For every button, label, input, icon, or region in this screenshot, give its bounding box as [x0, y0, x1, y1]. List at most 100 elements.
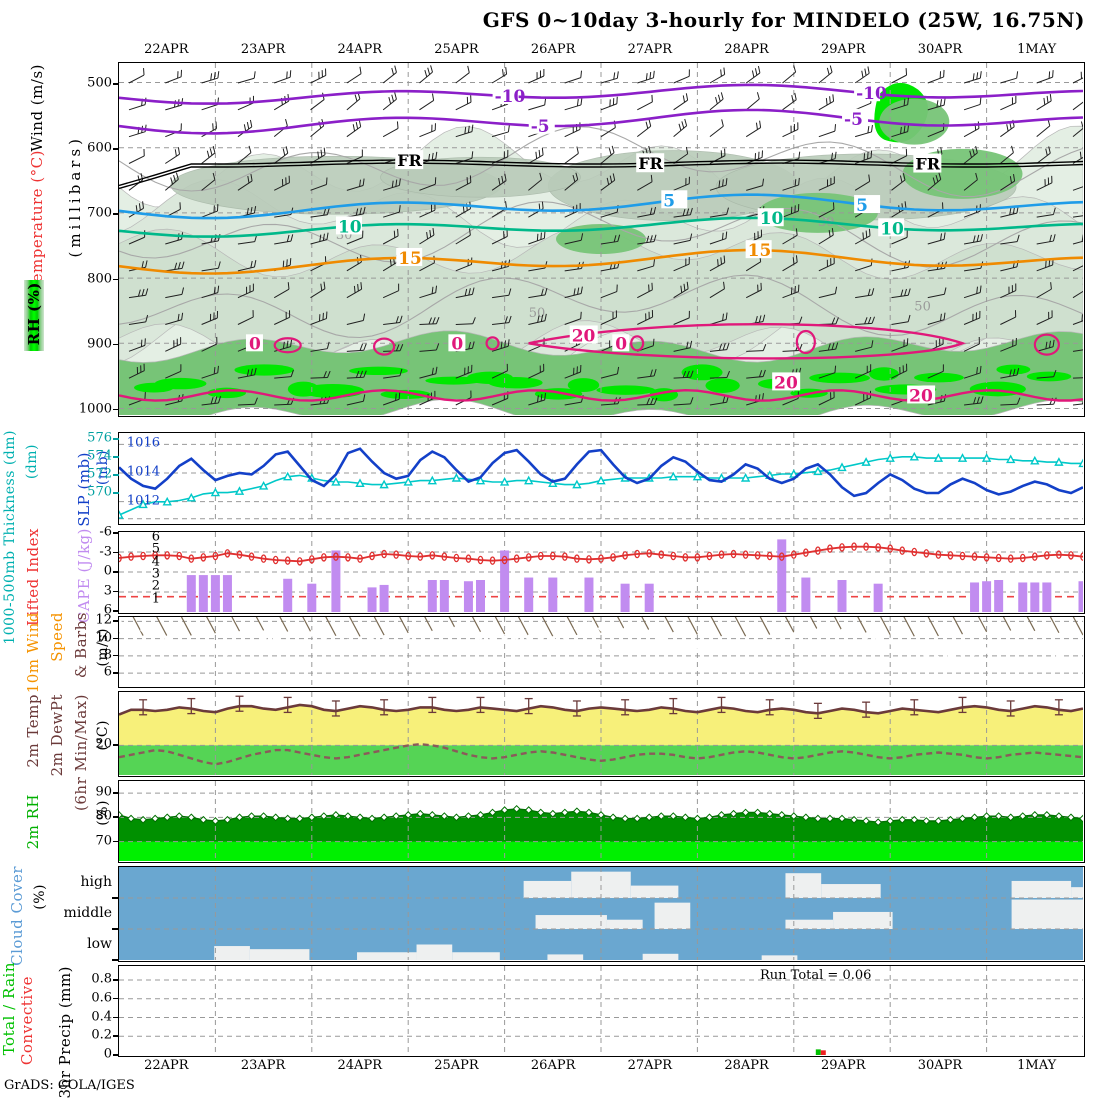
svg-text:5: 5	[663, 191, 675, 211]
precip-plot	[119, 966, 1083, 1055]
date-label: 27APR	[627, 1058, 673, 1073]
y-tick-label: 5	[151, 541, 160, 557]
upper-air-panel[interactable]: 30 30 50 50 -10 -10 -5 -5 FR FR FR 5 5 10 10 10 15 15 20 20…	[118, 62, 1085, 417]
date-label: 30APR	[917, 1058, 963, 1073]
y-tick-mark	[113, 979, 119, 981]
precip-convective-label: Convective	[18, 976, 36, 1066]
y-tick-mark	[113, 637, 119, 640]
y-tick-mark	[113, 474, 119, 476]
y-tick-mark	[113, 213, 119, 215]
svg-text:50: 50	[914, 300, 931, 315]
date-label: 24APR	[337, 1058, 382, 1073]
minmax-label: (6hr Min/Max)	[72, 694, 90, 811]
lifted-index-cape-panel[interactable]	[118, 531, 1085, 614]
cape-label: CAPE (J/kg)	[75, 528, 93, 624]
y-tick-label: 6	[151, 529, 160, 545]
svg-text:-5: -5	[844, 110, 863, 130]
y-tick-label: 4	[151, 554, 160, 570]
slp-plot	[119, 433, 1083, 523]
cloud-band-label: high	[80, 873, 112, 890]
y-tick-label: 10	[95, 630, 112, 646]
svg-text:0: 0	[249, 334, 261, 354]
date-label: 27APR	[627, 42, 673, 57]
y-tick-label: 0.2	[91, 1027, 112, 1043]
y-tick-label: 900	[87, 336, 112, 352]
y-tick-label: 576	[87, 430, 112, 446]
dewpt-2m-label: 2m DewPt	[48, 694, 66, 777]
y-tick-mark	[113, 1035, 119, 1037]
date-label: 1MAY	[1017, 1058, 1057, 1073]
thickness-units-label: (dm)	[24, 444, 40, 480]
svg-text:5: 5	[856, 196, 868, 216]
y-tick-label: 1000	[78, 401, 112, 417]
svg-text:FR: FR	[397, 151, 422, 170]
y-tick-mark	[112, 897, 118, 899]
precip-panel[interactable]	[118, 965, 1085, 1057]
date-label: 29APR	[821, 1058, 866, 1073]
y-tick-mark	[113, 654, 119, 657]
upper-wind-label: Wind (m/s)	[28, 64, 46, 152]
temp-dewpt-panel[interactable]	[118, 691, 1085, 777]
y-tick-mark	[113, 744, 119, 746]
date-label: 29APR	[821, 42, 866, 57]
y-tick-mark	[113, 551, 119, 553]
wind-10m-label2: Speed	[48, 612, 66, 662]
run-total-text: Run Total = 0.06	[760, 968, 872, 983]
date-label: 23APR	[240, 42, 286, 57]
y-tick-mark	[112, 959, 118, 961]
date-label: 26APR	[530, 1058, 576, 1073]
svg-text:-10: -10	[856, 84, 887, 104]
date-label: 26APR	[530, 42, 576, 57]
page-title: GFS 0~10day 3-hourly for MINDELO (25W, 1…	[482, 8, 1085, 32]
y-tick-label: 1012	[126, 493, 160, 509]
y-tick-mark	[113, 492, 119, 494]
wind-10m-label3: & Barbs	[72, 612, 90, 679]
slp-thickness-panel[interactable]	[118, 432, 1085, 525]
y-tick-label: 0	[103, 563, 112, 579]
date-label: 23APR	[240, 1058, 286, 1073]
thickness-label: 1000-500mb Thickness (dm)	[2, 430, 18, 645]
y-tick-label: 6	[103, 664, 112, 680]
y-tick-mark	[113, 532, 119, 534]
y-tick-label: 600	[87, 140, 112, 156]
upper-yaxis-label: (millibars)	[66, 135, 84, 258]
date-label: 22APR	[144, 1058, 189, 1073]
y-tick-label: 2	[151, 578, 160, 594]
date-label: 28APR	[724, 42, 769, 57]
y-tick-label: 570	[87, 484, 112, 500]
y-tick-mark	[113, 571, 119, 573]
y-tick-mark	[113, 456, 119, 458]
y-tick-mark	[113, 816, 119, 818]
y-tick-label: -6	[99, 524, 112, 540]
y-tick-mark	[113, 840, 119, 843]
rh-2m-plot	[119, 781, 1083, 861]
y-tick-mark	[113, 148, 119, 150]
y-tick-label: 700	[87, 205, 112, 221]
rh-2m-panel[interactable]	[118, 780, 1085, 863]
wind-10m-plot	[119, 617, 1083, 686]
y-tick-label: 6	[103, 602, 112, 618]
bottom-date-axis: 22APR 23APR 24APR 25APR 26APR 27APR 28APR 29APR…	[0, 1058, 1100, 1076]
y-tick-label: 0	[103, 1046, 112, 1062]
svg-text:FR: FR	[638, 154, 663, 173]
y-tick-label: 90	[95, 784, 112, 800]
y-tick-label: 572	[87, 466, 112, 482]
y-tick-mark	[113, 1054, 119, 1056]
y-tick-label: 0.8	[91, 971, 112, 987]
y-tick-label: 1	[151, 591, 160, 607]
svg-text:-5: -5	[531, 117, 550, 137]
cloud-cover-plot	[119, 867, 1083, 960]
y-tick-label: 574	[87, 448, 112, 464]
cloud-cover-panel[interactable]	[118, 866, 1085, 962]
y-tick-mark	[113, 438, 119, 440]
svg-text:20: 20	[909, 386, 933, 406]
top-date-axis: 22APR 23APR 24APR 25APR 26APR 27APR 28APR 29APR…	[0, 42, 1100, 60]
wind-10m-panel[interactable]	[118, 616, 1085, 688]
temp-2m-label: 2m Temp	[24, 694, 42, 768]
date-label: 30APR	[917, 42, 963, 57]
svg-text:-10: -10	[495, 87, 526, 107]
date-label: 1MAY	[1017, 42, 1057, 57]
y-tick-label: 1016	[126, 435, 160, 451]
svg-text:15: 15	[398, 249, 422, 269]
